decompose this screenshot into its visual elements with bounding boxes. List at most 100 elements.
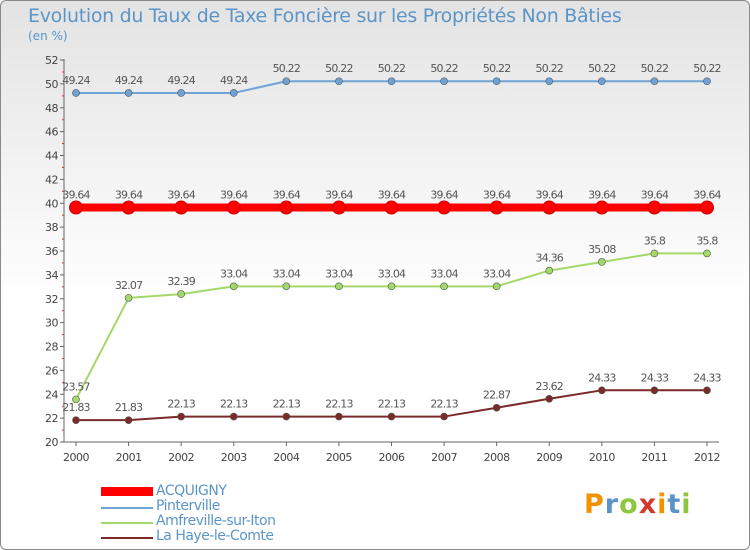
y-tick-label: 48 bbox=[45, 102, 58, 115]
x-tick-label: 2012 bbox=[694, 451, 720, 464]
x-tick-label: 2001 bbox=[116, 451, 142, 464]
y-tick-label: 20 bbox=[45, 436, 58, 449]
data-point-acquigny bbox=[594, 200, 609, 215]
data-point-amfreville-sur-iton bbox=[492, 282, 501, 291]
data-point-la-haye-le-comte bbox=[492, 403, 501, 412]
data-point-acquigny bbox=[542, 200, 557, 215]
data-label-amfreville-sur-iton: 34.36 bbox=[536, 252, 564, 265]
data-point-amfreville-sur-iton bbox=[177, 290, 185, 298]
data-label-pinterville: 49.24 bbox=[115, 74, 143, 87]
y-tick-label: 44 bbox=[45, 150, 58, 163]
data-label-la-haye-le-comte: 22.13 bbox=[430, 398, 458, 411]
proxiti-logo: Proxiti bbox=[584, 489, 692, 520]
data-label-acquigny: 39.64 bbox=[430, 189, 458, 202]
data-label-acquigny: 39.64 bbox=[536, 189, 564, 202]
data-point-acquigny bbox=[489, 200, 504, 215]
data-label-la-haye-le-comte: 24.33 bbox=[693, 371, 721, 384]
data-label-pinterville: 49.24 bbox=[167, 74, 195, 87]
data-point-la-haye-le-comte bbox=[177, 412, 185, 421]
data-point-la-haye-le-comte bbox=[335, 412, 343, 421]
x-tick-label: 2002 bbox=[168, 451, 194, 464]
legend-swatch bbox=[101, 487, 153, 496]
x-tick-label: 2011 bbox=[641, 451, 667, 464]
y-tick-label: 52 bbox=[45, 54, 58, 67]
data-label-acquigny: 39.64 bbox=[325, 189, 353, 202]
data-label-la-haye-le-comte: 22.13 bbox=[325, 398, 353, 411]
x-tick-label: 2008 bbox=[484, 451, 510, 464]
data-label-amfreville-sur-iton: 33.04 bbox=[430, 267, 458, 280]
data-point-amfreville-sur-iton bbox=[124, 294, 133, 302]
data-point-acquigny bbox=[121, 200, 136, 215]
data-point-pinterville bbox=[440, 77, 448, 86]
data-point-amfreville-sur-iton bbox=[703, 249, 711, 258]
data-point-amfreville-sur-iton bbox=[72, 395, 80, 404]
data-label-acquigny: 39.64 bbox=[115, 189, 143, 202]
data-label-acquigny: 39.64 bbox=[167, 189, 195, 202]
data-label-amfreville-sur-iton: 35.8 bbox=[644, 234, 666, 247]
logo-letter: i bbox=[657, 489, 668, 520]
data-point-pinterville bbox=[387, 77, 396, 86]
data-point-la-haye-le-comte bbox=[282, 412, 291, 421]
data-point-amfreville-sur-iton bbox=[440, 282, 448, 291]
data-label-acquigny: 39.64 bbox=[220, 189, 248, 202]
data-label-la-haye-le-comte: 22.13 bbox=[220, 398, 248, 411]
data-point-amfreville-sur-iton bbox=[545, 266, 554, 275]
y-tick-label: 30 bbox=[45, 317, 58, 330]
data-label-amfreville-sur-iton: 33.04 bbox=[220, 267, 248, 280]
data-point-amfreville-sur-iton bbox=[650, 249, 659, 258]
y-tick-label: 36 bbox=[45, 245, 58, 258]
data-point-acquigny bbox=[700, 200, 714, 215]
x-tick-label: 2006 bbox=[379, 451, 405, 464]
data-label-amfreville-sur-iton: 33.04 bbox=[325, 267, 353, 280]
y-tick-label: 26 bbox=[45, 364, 58, 377]
data-label-la-haye-le-comte: 23.62 bbox=[536, 380, 564, 393]
y-tick-label: 24 bbox=[45, 388, 58, 401]
data-label-pinterville: 49.24 bbox=[62, 74, 90, 87]
data-point-acquigny bbox=[647, 200, 662, 215]
logo-letter: P bbox=[584, 489, 605, 520]
data-point-acquigny bbox=[279, 200, 294, 215]
data-label-acquigny: 39.64 bbox=[273, 189, 301, 202]
data-label-amfreville-sur-iton: 23.57 bbox=[62, 380, 90, 393]
data-point-acquigny bbox=[226, 200, 241, 215]
data-label-acquigny: 39.64 bbox=[641, 189, 669, 202]
chart-title: Evolution du Taux de Taxe Foncière sur l… bbox=[28, 5, 622, 27]
data-point-amfreville-sur-iton bbox=[335, 282, 343, 291]
data-point-pinterville bbox=[282, 77, 291, 86]
data-point-la-haye-le-comte bbox=[387, 412, 396, 421]
y-tick-label: 50 bbox=[45, 78, 58, 91]
data-label-amfreville-sur-iton: 32.39 bbox=[167, 275, 195, 288]
data-label-pinterville: 50.22 bbox=[641, 62, 669, 75]
data-point-pinterville bbox=[598, 77, 606, 86]
data-point-la-haye-le-comte bbox=[229, 412, 238, 421]
data-point-amfreville-sur-iton bbox=[229, 282, 238, 291]
data-label-pinterville: 50.22 bbox=[273, 62, 301, 75]
y-tick-label: 22 bbox=[45, 412, 58, 425]
data-label-la-haye-le-comte: 22.13 bbox=[167, 398, 195, 411]
y-tick-label: 32 bbox=[45, 293, 58, 306]
data-point-amfreville-sur-iton bbox=[598, 258, 606, 266]
data-label-pinterville: 50.22 bbox=[483, 62, 511, 75]
y-tick-label: 38 bbox=[45, 221, 58, 234]
x-tick-label: 2000 bbox=[63, 451, 89, 464]
y-tick-label: 46 bbox=[45, 126, 58, 139]
legend-label: Amfreville-sur-Iton bbox=[156, 513, 276, 529]
data-point-acquigny bbox=[384, 200, 399, 215]
data-point-la-haye-le-comte bbox=[650, 386, 659, 395]
logo-letter: i bbox=[681, 489, 692, 520]
data-label-la-haye-le-comte: 24.33 bbox=[641, 371, 669, 384]
data-label-pinterville: 50.22 bbox=[430, 62, 458, 75]
legend-label: La Haye-le-Comte bbox=[156, 528, 274, 544]
data-label-acquigny: 39.64 bbox=[693, 189, 721, 202]
data-label-pinterville: 50.22 bbox=[536, 62, 564, 75]
data-label-la-haye-le-comte: 22.87 bbox=[483, 389, 511, 402]
data-point-la-haye-le-comte bbox=[703, 386, 711, 395]
logo-letter: r bbox=[604, 489, 620, 520]
data-label-la-haye-le-comte: 22.13 bbox=[273, 398, 301, 411]
data-point-pinterville bbox=[650, 77, 659, 86]
data-point-amfreville-sur-iton bbox=[387, 282, 396, 291]
x-tick-label: 2004 bbox=[273, 451, 299, 464]
data-point-acquigny bbox=[437, 200, 452, 215]
